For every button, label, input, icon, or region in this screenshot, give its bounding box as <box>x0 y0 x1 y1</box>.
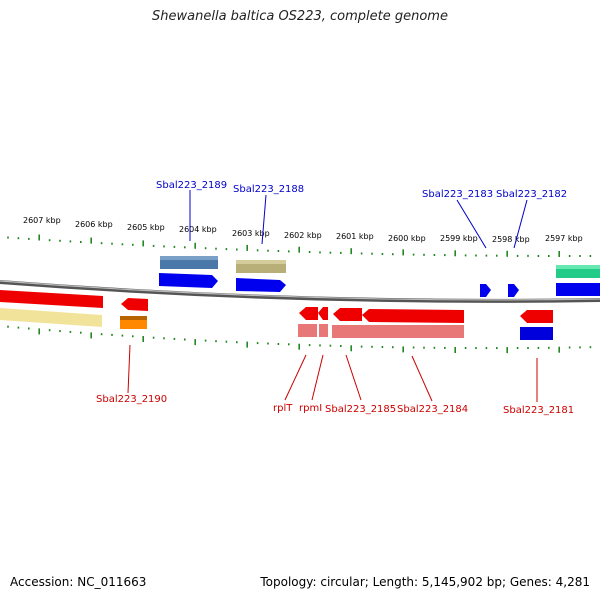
genome-backbone-highlight <box>0 280 600 301</box>
gene-arrow-edge-left[interactable] <box>0 290 103 308</box>
gene-label-2184[interactable]: Sbal223_2184 <box>397 404 468 415</box>
bottom-gene-labels: Sbal223_2190 rplT rpmI Sbal223_2185 Sbal… <box>96 344 574 416</box>
genome-info-text: Topology: circular; Length: 5,145,902 bp… <box>260 575 590 589</box>
gene-arrow-2188[interactable] <box>236 278 286 292</box>
gene-label-2190[interactable]: Sbal223_2190 <box>96 394 167 405</box>
cog-bar-2190-shade <box>120 316 147 320</box>
bottom-tick-track <box>7 325 592 354</box>
gene-arrow-2190[interactable] <box>121 298 148 311</box>
genome-backbone <box>0 280 600 303</box>
cog-bar-edge-left <box>0 308 102 327</box>
cog-bar-rpmI <box>319 324 328 337</box>
scale-label-2600: 2600 kbp <box>388 234 426 243</box>
scale-label-2601: 2601 kbp <box>336 232 374 241</box>
cog-bar-2181 <box>520 327 553 340</box>
scale-label-2599: 2599 kbp <box>440 234 478 243</box>
gene-label-2182[interactable]: Sbal223_2182 <box>496 189 567 200</box>
gene-arrow-2183[interactable] <box>480 284 491 297</box>
scale-label-2604: 2604 kbp <box>179 225 217 234</box>
cog-bar-rplT <box>298 324 317 337</box>
scale-label-2606: 2606 kbp <box>75 220 113 229</box>
gene-label-2181[interactable]: Sbal223_2181 <box>503 405 574 416</box>
accession-text: Accession: NC_011663 <box>10 575 147 589</box>
gene-label-2189[interactable]: Sbal223_2189 <box>156 180 227 191</box>
top-gene-labels: Sbal223_2189 Sbal223_2188 Sbal223_2183 S… <box>156 180 567 249</box>
gene-arrow-edge-right[interactable] <box>556 283 600 296</box>
cog-bar-green-shine <box>556 265 600 269</box>
scale-label-2602: 2602 kbp <box>284 231 322 240</box>
gene-label-rpmI[interactable]: rpmI <box>299 403 322 414</box>
genome-title: Shewanella baltica OS223, complete genom… <box>152 9 448 24</box>
gene-arrow-rpmI[interactable] <box>318 307 328 320</box>
scale-label-2597: 2597 kbp <box>545 234 583 243</box>
scale-label-2598: 2598 kbp <box>492 235 530 244</box>
gene-arrow-2182[interactable] <box>508 284 519 297</box>
scale-label-2603: 2603 kbp <box>232 229 270 238</box>
gene-arrow-2189[interactable] <box>159 273 218 288</box>
gene-label-2185[interactable]: Sbal223_2185 <box>325 404 396 415</box>
cog-bar-2188-shine <box>236 260 286 264</box>
gene-label-rplT[interactable]: rplT <box>273 403 293 414</box>
scale-label-2605: 2605 kbp <box>127 223 165 232</box>
gene-arrow-2185[interactable] <box>333 308 362 321</box>
gene-label-2183[interactable]: Sbal223_2183 <box>422 189 493 200</box>
gene-arrow-2181[interactable] <box>520 310 553 323</box>
gene-arrow-rplT[interactable] <box>299 307 318 320</box>
scale-label-2607: 2607 kbp <box>23 216 61 225</box>
cog-bar-2189-shine <box>160 256 218 260</box>
gene-label-2188[interactable]: Sbal223_2188 <box>233 184 304 195</box>
scale-labels: 2607 kbp 2606 kbp 2605 kbp 2604 kbp 2603… <box>23 216 583 244</box>
top-tick-track <box>7 234 592 257</box>
cog-bar-2185-2184 <box>332 325 464 338</box>
gene-arrow-2184[interactable] <box>362 309 464 323</box>
